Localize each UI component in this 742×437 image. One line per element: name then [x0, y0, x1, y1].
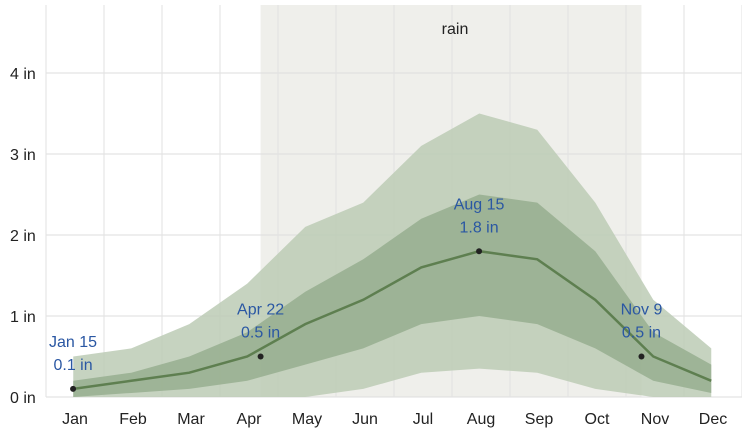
x-tick-label: Jan — [62, 411, 88, 428]
annotation-date: Nov 9 — [621, 302, 663, 319]
annotation-value: 0.5 in — [622, 325, 661, 342]
annotation-value: 0.5 in — [241, 325, 280, 342]
percentile-band — [73, 194, 712, 397]
chart-title: rain — [442, 21, 469, 38]
x-tick-label: Feb — [119, 411, 147, 428]
x-tick-label: Mar — [177, 411, 205, 428]
x-tick-label: Jun — [352, 411, 378, 428]
annotation-dot — [476, 248, 483, 255]
annotation-date: Aug 15 — [454, 196, 505, 213]
x-tick-label: Oct — [585, 411, 610, 428]
annotation-dot — [70, 385, 77, 392]
y-tick-label: 4 in — [10, 66, 36, 83]
annotation-date: Jan 15 — [49, 334, 97, 351]
y-tick-label: 0 in — [10, 390, 36, 407]
x-tick-label: May — [292, 411, 322, 428]
annotation-dot — [257, 353, 264, 360]
x-tick-label: Nov — [641, 411, 669, 428]
annotation-value: 0.1 in — [53, 357, 92, 374]
x-tick-label: Apr — [237, 411, 263, 428]
y-tick-label: 3 in — [10, 147, 36, 164]
y-tick-label: 2 in — [10, 228, 36, 245]
annotation-dot — [638, 353, 645, 360]
annotation-date: Apr 22 — [237, 302, 284, 319]
x-tick-label: Jul — [413, 411, 433, 428]
median-line — [73, 249, 712, 391]
x-tick-label: Sep — [525, 411, 554, 428]
annotation-value: 1.8 in — [459, 219, 498, 236]
x-tick-label: Dec — [699, 411, 727, 428]
y-tick-label: 1 in — [10, 309, 36, 326]
x-tick-label: Aug — [467, 411, 495, 428]
